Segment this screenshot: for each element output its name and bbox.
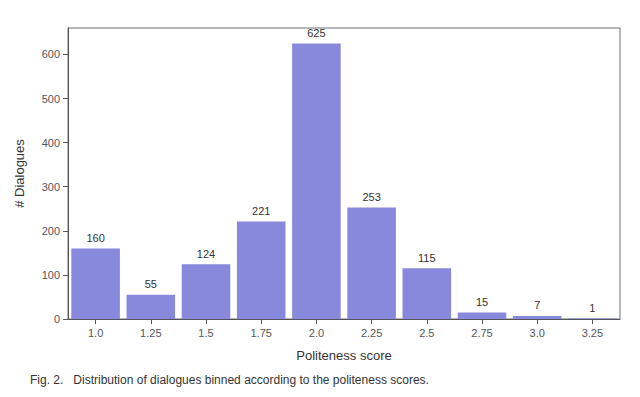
svg-text:115: 115 <box>418 252 436 264</box>
svg-text:600: 600 <box>42 48 60 60</box>
svg-text:253: 253 <box>362 191 380 203</box>
svg-text:2.25: 2.25 <box>361 327 382 339</box>
svg-text:100: 100 <box>42 269 60 281</box>
svg-text:Fig. 2. Distribution of dial: Fig. 2. Distribution of dialogues binned… <box>30 373 429 387</box>
svg-text:0: 0 <box>54 313 60 325</box>
svg-text:625: 625 <box>307 27 325 39</box>
svg-text:3.25: 3.25 <box>582 327 603 339</box>
svg-text:1.75: 1.75 <box>250 327 271 339</box>
svg-text:1: 1 <box>589 302 595 314</box>
svg-text:124: 124 <box>197 248 215 260</box>
svg-text:2.0: 2.0 <box>309 327 324 339</box>
svg-text:2.5: 2.5 <box>419 327 434 339</box>
svg-text:400: 400 <box>42 137 60 149</box>
svg-text:221: 221 <box>252 205 270 217</box>
svg-text:160: 160 <box>86 232 104 244</box>
svg-text:1.5: 1.5 <box>198 327 213 339</box>
svg-text:15: 15 <box>476 296 488 308</box>
svg-text:# Dialogues: # Dialogues <box>12 139 27 208</box>
svg-text:1.25: 1.25 <box>140 327 161 339</box>
svg-text:3.0: 3.0 <box>530 327 545 339</box>
svg-text:2.75: 2.75 <box>471 327 492 339</box>
svg-text:7: 7 <box>534 299 540 311</box>
svg-text:1.0: 1.0 <box>88 327 103 339</box>
svg-text:300: 300 <box>42 181 60 193</box>
svg-text:500: 500 <box>42 93 60 105</box>
svg-text:55: 55 <box>145 278 157 290</box>
svg-text:Politeness score: Politeness score <box>296 348 391 363</box>
svg-text:200: 200 <box>42 225 60 237</box>
